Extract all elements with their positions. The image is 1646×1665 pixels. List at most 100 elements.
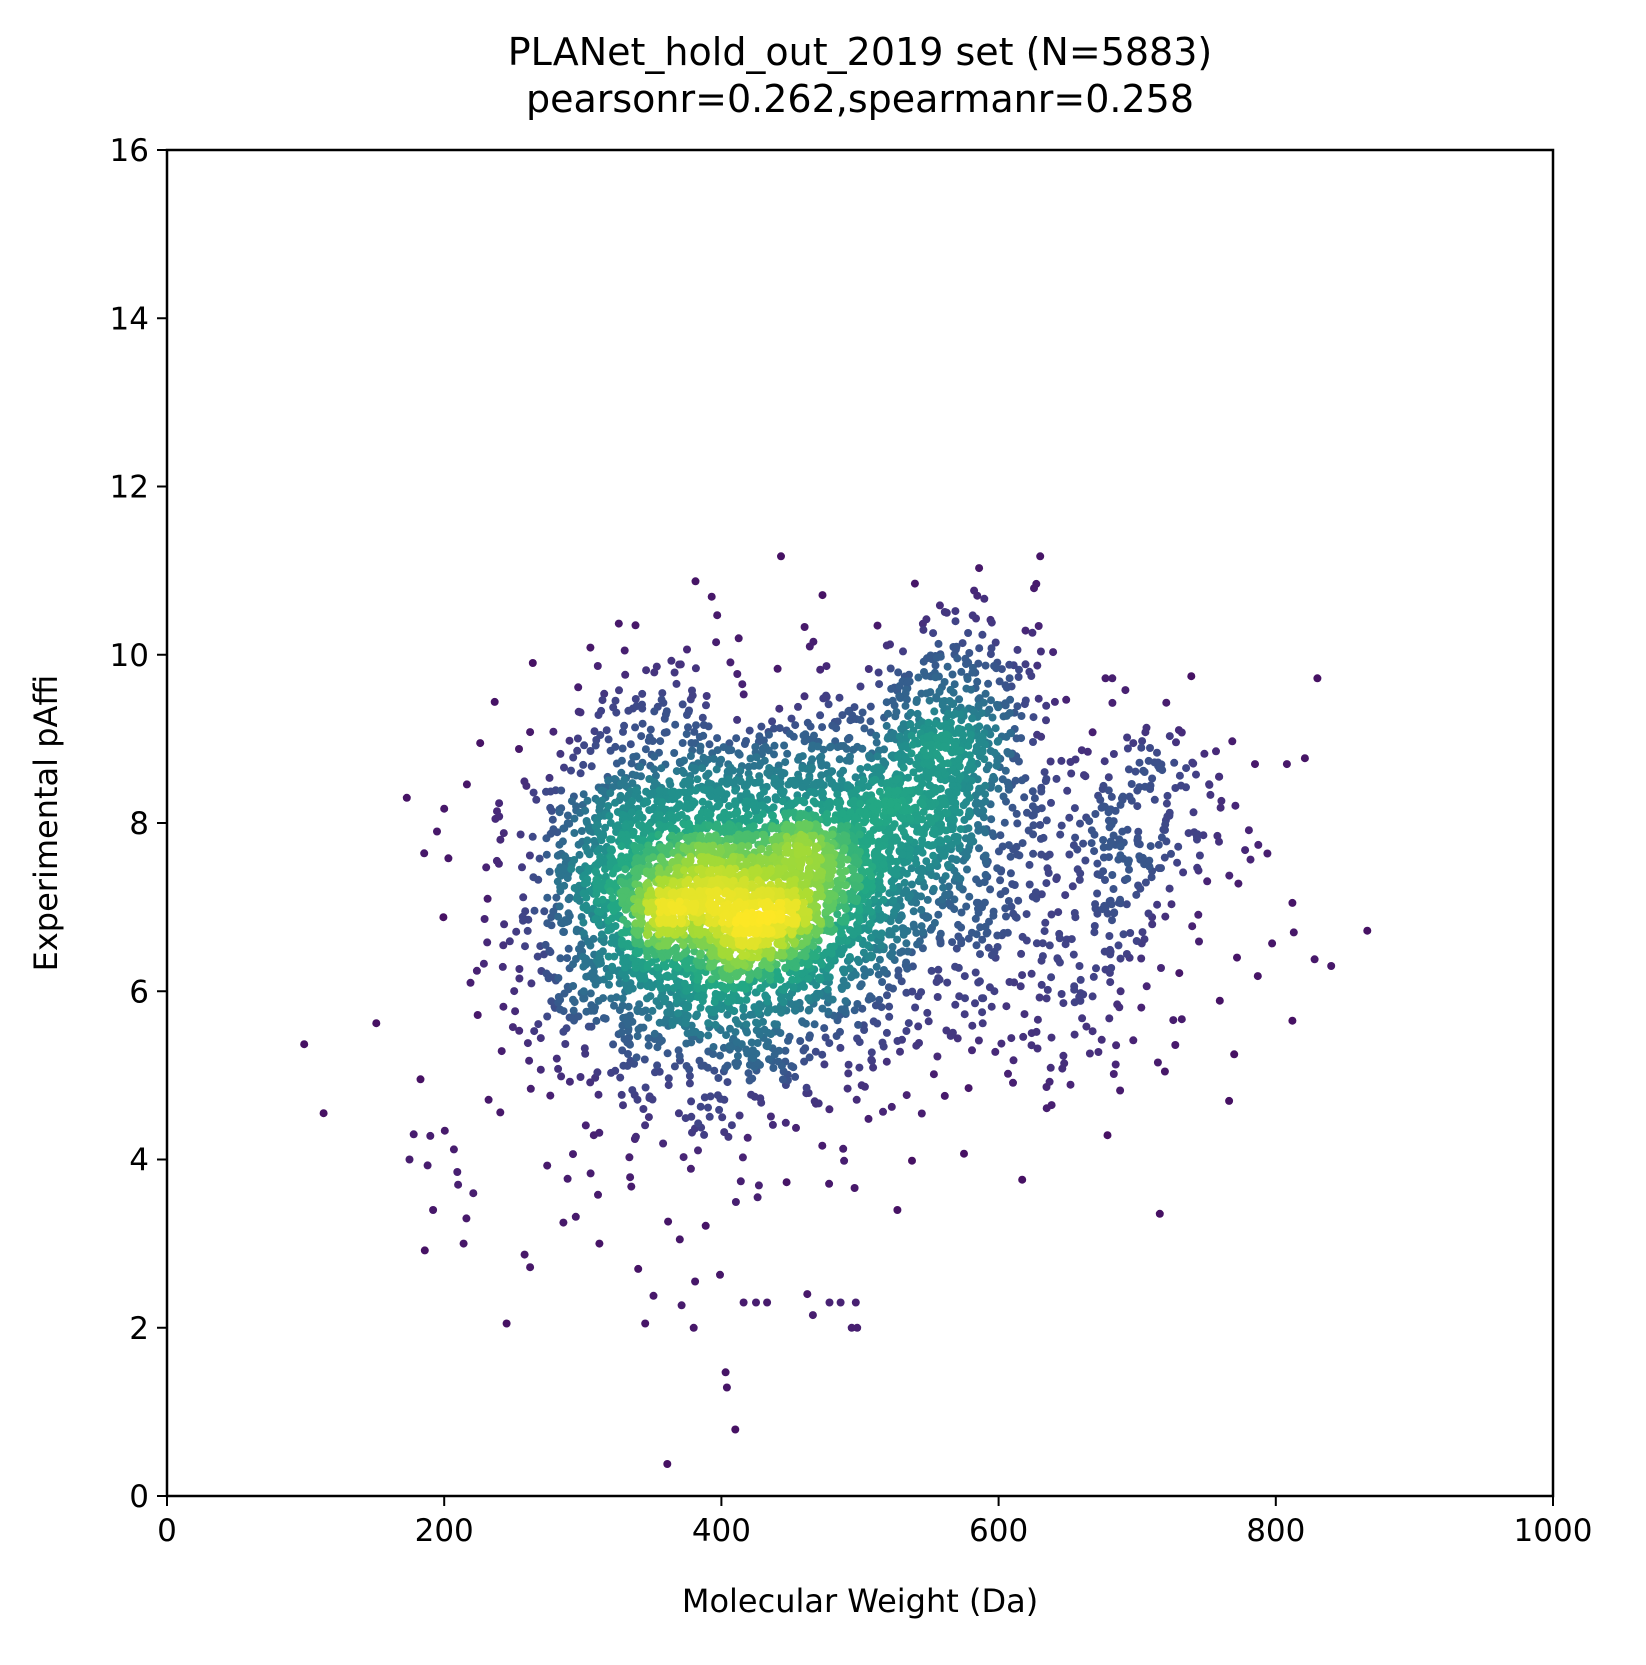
scatter-point: [1205, 780, 1214, 789]
scatter-point: [595, 949, 604, 958]
scatter-point: [1124, 765, 1133, 774]
scatter-point: [1001, 701, 1010, 710]
scatter-point: [753, 968, 761, 977]
scatter-point: [988, 713, 997, 722]
scatter-point: [545, 867, 554, 876]
scatter-point: [1145, 862, 1154, 871]
scatter-point: [897, 841, 906, 850]
scatter-point: [980, 594, 989, 603]
scatter-point: [555, 840, 564, 849]
scatter-point: [586, 958, 595, 967]
scatter-point: [936, 929, 945, 938]
scatter-point: [929, 851, 938, 860]
scatter-point: [1004, 1069, 1012, 1078]
scatter-point: [917, 988, 926, 997]
scatter-point: [800, 833, 809, 842]
scatter-point: [913, 816, 922, 825]
scatter-point: [1004, 897, 1013, 905]
scatter-point: [832, 798, 841, 807]
scatter-point: [591, 915, 600, 924]
scatter-point: [742, 1020, 751, 1029]
scatter-point: [1133, 802, 1142, 811]
scatter-point: [664, 1074, 673, 1083]
scatter-point: [832, 782, 841, 791]
scatter-point: [933, 770, 942, 779]
scatter-point: [626, 740, 635, 749]
scatter-point: [1119, 930, 1128, 939]
scatter-point: [900, 878, 909, 887]
scatter-point: [934, 639, 943, 648]
scatter-point: [824, 700, 833, 709]
scatter-point: [1001, 766, 1010, 775]
scatter-point: [701, 1221, 710, 1230]
scatter-point: [991, 724, 1000, 733]
scatter-point: [925, 696, 934, 705]
scatter-point: [815, 754, 824, 762]
scatter-point: [1173, 858, 1182, 867]
scatter-point: [898, 743, 907, 751]
scatter-point: [1192, 770, 1200, 779]
scatter-point: [822, 692, 831, 701]
scatter-point: [535, 854, 544, 863]
scatter-point: [555, 902, 564, 911]
scatter-point: [1042, 716, 1050, 725]
scatter-point: [1070, 909, 1079, 917]
scatter-point: [1104, 808, 1113, 817]
scatter-point: [682, 794, 691, 803]
scatter-point: [1079, 839, 1088, 848]
scatter-point: [615, 686, 623, 695]
scatter-point: [744, 762, 753, 771]
scatter-point: [850, 1006, 859, 1015]
scatter-point: [1057, 756, 1066, 765]
scatter-point: [893, 786, 902, 795]
scatter-point: [747, 1038, 756, 1047]
scatter-point: [845, 733, 854, 742]
scatter-point: [711, 989, 720, 998]
scatter-point: [1104, 786, 1113, 795]
scatter-point: [971, 968, 980, 977]
scatter-point: [696, 1102, 705, 1111]
scatter-point: [981, 870, 990, 879]
scatter-point: [901, 807, 909, 816]
scatter-point: [607, 853, 615, 862]
scatter-point: [1123, 874, 1132, 883]
scatter-point: [769, 853, 778, 862]
scatter-point: [1165, 884, 1174, 893]
scatter-point: [996, 831, 1005, 840]
scatter-point: [713, 611, 722, 620]
scatter-point: [580, 741, 589, 750]
scatter-point: [812, 893, 821, 902]
scatter-point: [658, 689, 667, 698]
scatter-point: [655, 972, 663, 981]
scatter-point: [673, 978, 682, 987]
scatter-point: [895, 692, 904, 701]
scatter-point: [838, 917, 847, 926]
scatter-point: [656, 737, 665, 746]
scatter-point: [733, 808, 742, 817]
scatter-point: [1002, 711, 1011, 720]
scatter-point: [1037, 980, 1046, 989]
scatter-point: [994, 784, 1003, 793]
scatter-point: [891, 924, 900, 933]
scatter-point: [629, 753, 638, 761]
scatter-point: [1052, 873, 1061, 882]
scatter-point: [717, 755, 726, 764]
scatter-point: [670, 668, 679, 677]
scatter-point: [780, 741, 789, 750]
scatter-point: [957, 667, 966, 676]
scatter-point: [865, 830, 874, 839]
scatter-point: [655, 820, 664, 829]
scatter-point: [1141, 728, 1150, 737]
scatter-point: [972, 747, 980, 756]
scatter-point: [1263, 849, 1272, 858]
scatter-point: [1188, 922, 1197, 931]
scatter-point: [1157, 833, 1166, 842]
scatter-point: [500, 920, 509, 929]
scatter-point: [534, 875, 543, 884]
scatter-point: [731, 800, 740, 809]
scatter-point: [1288, 1016, 1297, 1025]
scatter-point: [930, 707, 939, 716]
scatter-point: [893, 1206, 902, 1214]
scatter-point: [1021, 660, 1030, 669]
scatter-point: [950, 680, 959, 689]
